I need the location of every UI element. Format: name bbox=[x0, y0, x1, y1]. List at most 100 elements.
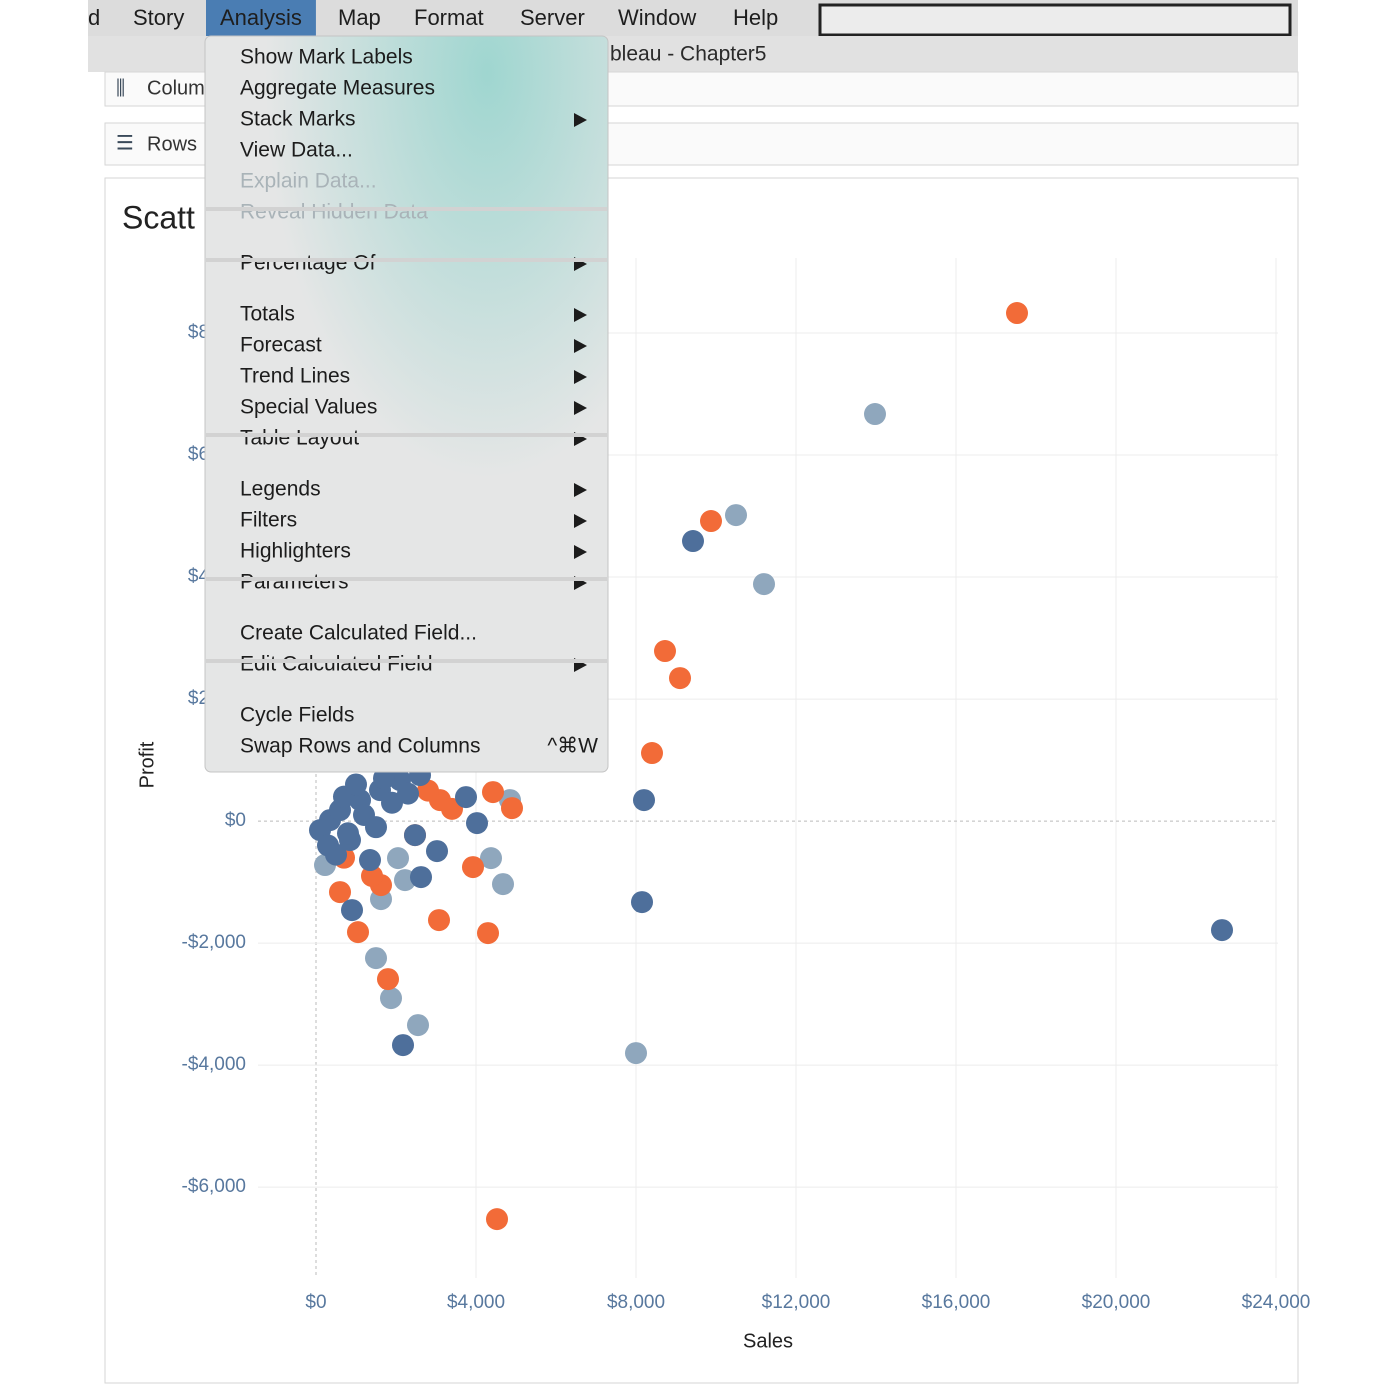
scatter-point bbox=[633, 789, 655, 812]
scatter-point bbox=[625, 1042, 647, 1065]
menu-item[interactable]: Stack Marks bbox=[240, 108, 356, 131]
menubar-item[interactable]: Map bbox=[338, 5, 381, 30]
scatter-point bbox=[477, 922, 499, 945]
scatter-point bbox=[501, 797, 523, 820]
menu-item[interactable]: Percentage Of bbox=[240, 252, 376, 275]
menu-item[interactable]: Forecast bbox=[240, 334, 322, 357]
y-tick-label: -$6,000 bbox=[182, 1176, 246, 1197]
menu-item[interactable]: Legends bbox=[240, 478, 321, 501]
scatter-point bbox=[482, 781, 504, 804]
rows-label: Rows bbox=[147, 133, 197, 155]
menu-item[interactable]: Parameters bbox=[240, 571, 349, 594]
x-axis-title: Sales bbox=[743, 1330, 793, 1352]
columns-label: Colum bbox=[147, 77, 205, 99]
menu-item[interactable]: Trend Lines bbox=[240, 365, 350, 388]
scatter-point bbox=[426, 840, 448, 863]
menu-item[interactable]: Totals bbox=[240, 303, 295, 326]
scatter-point bbox=[725, 504, 747, 527]
scatter-point bbox=[466, 812, 488, 835]
window-title: bleau - Chapter5 bbox=[610, 43, 766, 66]
search-field[interactable] bbox=[818, 3, 1292, 37]
menu-items: Show Mark Labels Aggregate Measures Stack … bbox=[206, 46, 607, 758]
menu-item[interactable]: View Data... bbox=[240, 139, 353, 162]
scatter-point bbox=[341, 899, 363, 922]
scatter-point bbox=[410, 866, 432, 889]
menu-separator bbox=[206, 207, 607, 211]
menu-separator bbox=[206, 258, 607, 262]
menubar-highlight bbox=[206, 0, 316, 36]
scatter-point bbox=[682, 530, 704, 553]
scatter-point bbox=[480, 847, 502, 870]
scatter-point bbox=[1211, 919, 1233, 942]
menu-item[interactable]: Special Values bbox=[240, 396, 377, 419]
scatter-point bbox=[325, 843, 347, 866]
x-tick-label: $0 bbox=[305, 1292, 326, 1313]
scatter-point bbox=[377, 968, 399, 991]
scatter-point bbox=[864, 403, 886, 426]
sheet-title: Scatt bbox=[122, 199, 195, 235]
scatter-point bbox=[359, 849, 381, 872]
menubar-item[interactable]: Window bbox=[618, 5, 696, 30]
scatter-point bbox=[387, 847, 409, 870]
scatter-point bbox=[397, 782, 419, 805]
scatter-point bbox=[373, 767, 395, 790]
scatter-point bbox=[407, 1014, 429, 1037]
scatter-point bbox=[329, 881, 351, 904]
menu-item[interactable]: Table Layout bbox=[240, 427, 359, 450]
scatter-point bbox=[365, 947, 387, 970]
menu-item[interactable]: Filters bbox=[240, 509, 297, 532]
menu-item: Reveal Hidden Data bbox=[240, 201, 428, 224]
menubar-items: d Story Analysis Map Format Server Window Help bbox=[88, 0, 778, 36]
scatter-point bbox=[381, 791, 403, 814]
scatter-point bbox=[455, 786, 477, 809]
menubar-item[interactable]: Analysis bbox=[220, 5, 302, 30]
menu-separator bbox=[206, 577, 607, 581]
y-tick-label: $0 bbox=[225, 810, 246, 831]
menu-item[interactable]: Aggregate Measures bbox=[240, 77, 435, 100]
menu-item[interactable]: Show Mark Labels bbox=[240, 46, 413, 69]
scatter-point bbox=[1006, 302, 1028, 325]
x-tick-label: $12,000 bbox=[762, 1292, 831, 1313]
plot: $0 $4,000 $8,000 $12,000 $16,000 $20,000 $24,0… bbox=[136, 258, 1310, 1352]
x-tick-label: $8,000 bbox=[607, 1292, 665, 1313]
scatter-point bbox=[631, 891, 653, 914]
menu-item[interactable]: Swap Rows and Columns bbox=[240, 735, 480, 758]
x-tick-label: $16,000 bbox=[922, 1292, 991, 1313]
menu-shortcut: ^⌘W bbox=[547, 735, 598, 758]
columns-icon: ⫼ bbox=[116, 77, 125, 99]
menu-item[interactable]: Cycle Fields bbox=[240, 704, 354, 727]
x-tick-label: $20,000 bbox=[1082, 1292, 1151, 1313]
x-tick-label: $24,000 bbox=[1242, 1292, 1311, 1313]
y-axis-title: Profit bbox=[136, 741, 158, 788]
scatter-point bbox=[337, 822, 359, 845]
rows-icon: ☰ bbox=[116, 132, 134, 154]
scatter-point bbox=[700, 510, 722, 533]
menu-item[interactable]: Create Calculated Field... bbox=[240, 622, 477, 645]
scatter-point bbox=[486, 1208, 508, 1231]
submenu-arrow bbox=[574, 514, 587, 528]
menubar-item[interactable]: d bbox=[88, 5, 100, 30]
submenu-arrow bbox=[574, 483, 587, 497]
submenu-arrow bbox=[574, 545, 587, 559]
menu-item[interactable]: Edit Calculated Field bbox=[240, 653, 433, 676]
scatter-point bbox=[404, 824, 426, 847]
submenu-arrow bbox=[574, 113, 587, 127]
dropdown-menu bbox=[204, 35, 609, 773]
x-tick-label: $4,000 bbox=[447, 1292, 505, 1313]
menubar-item[interactable]: Help bbox=[733, 5, 778, 30]
menubar-item[interactable]: Format bbox=[414, 5, 484, 30]
scatter-point bbox=[365, 816, 387, 839]
menu-item[interactable]: Highlighters bbox=[240, 540, 351, 563]
scatter-point bbox=[492, 873, 514, 896]
y-tick-label: -$4,000 bbox=[182, 1054, 246, 1075]
scatter-point bbox=[753, 573, 775, 596]
menubar-item[interactable]: Server bbox=[520, 5, 585, 30]
submenu-arrow bbox=[574, 370, 587, 384]
menu-separator bbox=[206, 659, 607, 663]
scatter-point bbox=[641, 742, 663, 765]
menubar-item[interactable]: Story bbox=[133, 5, 184, 30]
submenu-arrow bbox=[574, 308, 587, 322]
menu-item: Explain Data... bbox=[240, 170, 377, 193]
